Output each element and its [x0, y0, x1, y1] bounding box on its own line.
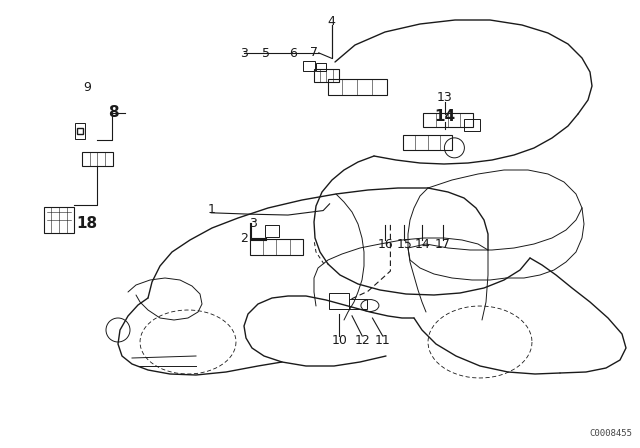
Text: 14: 14 [415, 237, 430, 251]
Text: 12: 12 [355, 334, 370, 347]
Bar [423, 113, 473, 127]
Text: 17: 17 [435, 237, 451, 251]
Bar [329, 293, 349, 309]
Bar [82, 152, 113, 166]
Text: 2: 2 [241, 232, 248, 245]
Bar [303, 61, 315, 71]
Bar [316, 63, 326, 71]
Text: 16: 16 [378, 237, 393, 251]
Bar [265, 225, 279, 237]
Text: 5: 5 [262, 47, 269, 60]
Text: 10: 10 [332, 334, 347, 347]
Bar [403, 135, 452, 150]
Text: 14: 14 [434, 109, 456, 124]
Text: C0008455: C0008455 [589, 429, 632, 438]
Text: 3: 3 [241, 47, 248, 60]
Text: 9: 9 [84, 81, 92, 94]
Text: 3: 3 [249, 216, 257, 230]
Text: 4: 4 [328, 15, 335, 28]
Bar [314, 69, 339, 82]
Text: 18: 18 [76, 215, 97, 231]
Text: 11: 11 [375, 334, 390, 347]
Text: 1: 1 [207, 203, 215, 216]
Bar [465, 119, 480, 130]
Text: 7: 7 [310, 46, 317, 60]
Bar [75, 123, 85, 139]
Bar [328, 79, 387, 95]
Text: 15: 15 [397, 237, 412, 251]
Text: 6: 6 [289, 47, 297, 60]
Bar [250, 239, 303, 255]
Text: 13: 13 [437, 91, 452, 104]
Text: 8: 8 [109, 105, 119, 121]
Bar [349, 299, 367, 309]
Bar [44, 207, 74, 233]
